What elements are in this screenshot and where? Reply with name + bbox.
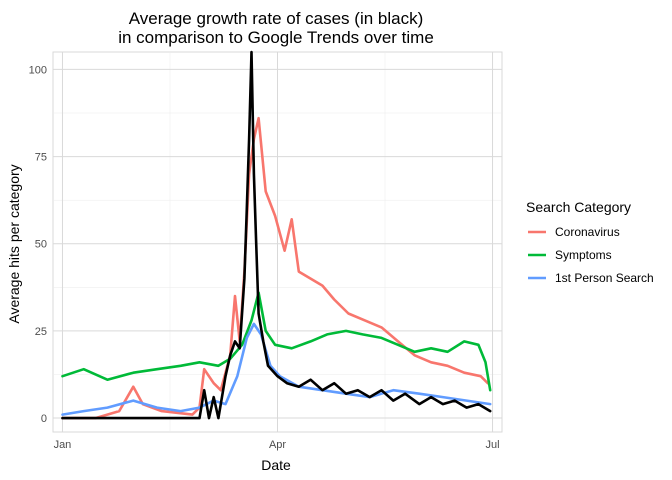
y-axis-title: Average hits per category xyxy=(6,164,22,323)
x-tick-label: Jan xyxy=(54,439,72,451)
legend-label: 1st Person Search xyxy=(555,271,654,285)
legend: Search Category Coronavirus Symptoms 1st P… xyxy=(526,199,654,285)
y-tick-label: 50 xyxy=(35,239,47,251)
legend-label: Symptoms xyxy=(555,248,612,262)
series-line-symptoms xyxy=(61,291,492,392)
y-tick-label: 75 xyxy=(35,152,47,164)
y-axis: 0 25 50 75 100 xyxy=(29,64,47,425)
x-axis-title: Date xyxy=(261,457,291,473)
y-tick-label: 25 xyxy=(35,326,47,338)
series-layer xyxy=(61,50,492,420)
chart-title-line1: Average growth rate of cases (in black) xyxy=(129,9,424,28)
series-line-coronavirus xyxy=(61,116,490,420)
y-tick-label: 0 xyxy=(41,413,47,425)
x-tick-label: Apr xyxy=(269,439,286,451)
x-axis: Jan Apr Jul xyxy=(54,439,500,451)
x-tick-label: Jul xyxy=(486,439,500,451)
chart-title-line2: in comparison to Google Trends over time xyxy=(118,28,434,47)
gridlines xyxy=(53,52,502,432)
legend-title: Search Category xyxy=(526,199,631,215)
y-tick-label: 100 xyxy=(29,64,47,76)
series-line-1st-person-search xyxy=(61,322,492,416)
legend-label: Coronavirus xyxy=(555,225,620,239)
series-line-case-growth xyxy=(61,50,492,420)
